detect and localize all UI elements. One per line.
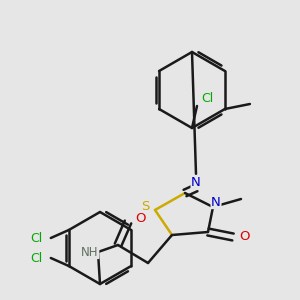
Text: O: O [135,212,145,224]
Text: N: N [191,176,201,188]
Text: O: O [240,230,250,244]
Text: Cl: Cl [201,92,213,106]
Text: Cl: Cl [31,251,43,265]
Text: NH: NH [81,245,99,259]
Text: N: N [211,196,221,208]
Text: Cl: Cl [31,232,43,244]
Text: S: S [141,200,149,214]
